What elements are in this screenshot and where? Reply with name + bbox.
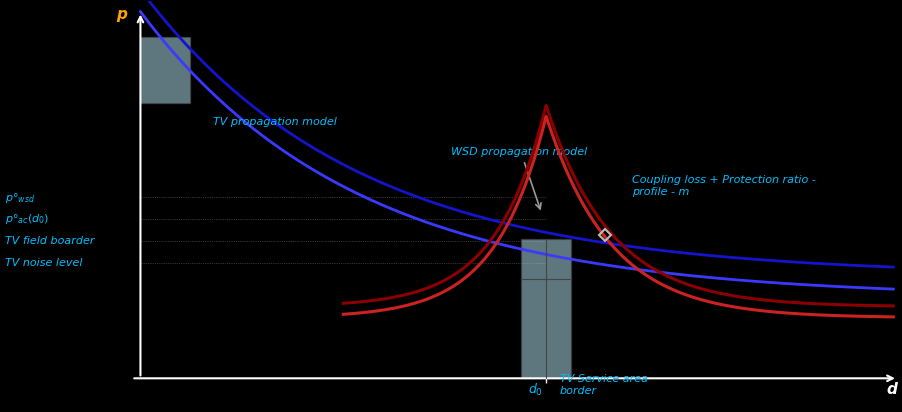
Text: $p°_{ac}(d_0)$: $p°_{ac}(d_0)$ [5,213,50,227]
Text: TV propagation model: TV propagation model [212,117,336,127]
Text: $p°_{wsd}$: $p°_{wsd}$ [5,190,35,204]
Text: Coupling loss + Protection ratio -
profile - m: Coupling loss + Protection ratio - profi… [631,176,815,197]
Text: $d_0$: $d_0$ [528,382,542,398]
Text: WSD propagation model: WSD propagation model [451,147,587,157]
Text: d: d [885,382,896,397]
Bar [520,239,570,378]
Bar [141,37,189,103]
Text: TV Service area
border: TV Service area border [559,374,647,396]
Text: p: p [116,7,127,22]
Text: TV field boarder: TV field boarder [5,236,95,246]
Text: TV noise level: TV noise level [5,258,83,269]
